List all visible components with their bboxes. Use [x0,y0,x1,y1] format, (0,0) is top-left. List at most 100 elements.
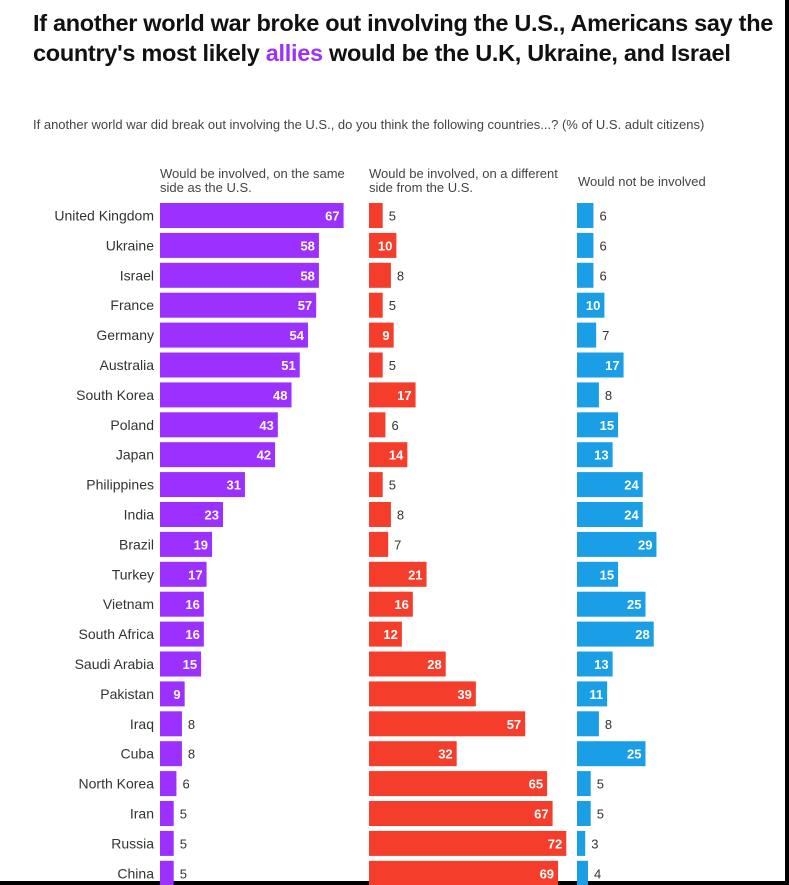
data-label: 21 [408,567,422,582]
data-label: 42 [257,448,271,463]
bar [577,232,594,258]
data-label: 5 [180,866,187,881]
category-label: Philippines [86,477,154,493]
data-label: 8 [397,268,404,283]
bar [577,741,646,767]
category-label: Germany [96,327,154,343]
column-header-same-side: Would be involved, on the same side as t… [160,166,345,195]
data-label: 24 [624,478,639,493]
data-label: 4 [594,866,601,881]
data-label: 6 [599,209,606,224]
data-label: 8 [188,747,195,762]
bar [160,651,202,677]
bar [369,531,389,557]
data-label: 54 [289,328,304,343]
bar [577,292,605,318]
data-label: 29 [638,537,652,552]
data-label: 67 [534,807,548,822]
data-label: 25 [627,747,641,762]
bar [160,591,204,617]
bar [577,771,591,797]
data-label: 23 [205,508,219,523]
data-label: 19 [194,537,208,552]
title-text: If another world war broke out involving… [33,10,774,66]
data-label: 10 [378,238,392,253]
bar [577,621,654,647]
category-label: India [124,507,155,523]
data-label: 17 [397,388,411,403]
title-text-end: would be the U.K, Ukraine, and Israel [322,40,731,66]
data-label: 51 [281,358,295,373]
chart-title: If another world war broke out involving… [33,8,783,68]
bar [160,292,317,318]
data-label: 15 [600,418,614,433]
data-label: 11 [589,687,603,702]
bar [369,442,408,468]
data-label: 5 [180,807,187,822]
data-label: 16 [394,597,408,612]
category-label: Pakistan [100,686,154,702]
data-label: 48 [273,388,287,403]
category-label: Saudi Arabia [75,656,155,672]
category-label: Russia [111,835,154,851]
data-label: 28 [427,657,441,672]
bar [160,382,292,408]
category-label: Iraq [130,716,154,732]
category-label: Turkey [112,566,154,582]
bar [369,711,526,737]
data-label: 13 [594,448,608,463]
data-label: 57 [507,717,521,732]
data-label: 8 [397,508,404,523]
bar [577,591,646,617]
bar [577,531,657,557]
bar [369,561,427,587]
category-label: United Kingdom [54,208,154,224]
bar [369,681,476,707]
data-label: 7 [602,328,609,343]
bar [369,801,553,826]
data-label: 6 [599,268,606,283]
bar [577,472,643,498]
data-label: 8 [605,717,612,732]
bar [160,741,182,767]
bar [160,771,177,797]
data-label: 58 [300,268,314,283]
data-label: 24 [624,508,639,523]
data-label: 39 [457,687,471,702]
category-label: Brazil [119,536,154,552]
bar [577,442,613,468]
bar [369,232,397,258]
bar [369,262,391,288]
bar [369,203,383,228]
category-label: Vietnam [103,596,154,612]
category-label: South Africa [79,626,155,642]
bar [369,830,567,856]
bar [577,262,594,288]
data-label: 28 [635,627,649,642]
bar [160,232,319,258]
bar [160,472,245,498]
bar [369,591,413,617]
data-label: 6 [599,238,606,253]
bar [577,322,597,348]
category-label: Australia [100,357,155,373]
bar [577,830,586,856]
category-label: France [110,297,154,313]
bar [369,502,391,527]
bar [160,262,319,288]
category-label: South Korea [76,387,154,403]
category-label: Japan [116,447,154,463]
bar [369,352,383,378]
data-label: 17 [188,567,202,582]
bar [577,382,599,408]
bar [160,502,224,527]
bar [160,412,278,438]
bar [577,502,643,527]
column-header-not-involved: Would not be involved [578,174,706,189]
bar [369,292,383,318]
chart-subtitle: If another world war did break out invol… [33,117,705,132]
bar [160,711,182,737]
data-label: 5 [597,807,604,822]
bar [369,322,394,348]
data-label: 5 [180,836,187,851]
